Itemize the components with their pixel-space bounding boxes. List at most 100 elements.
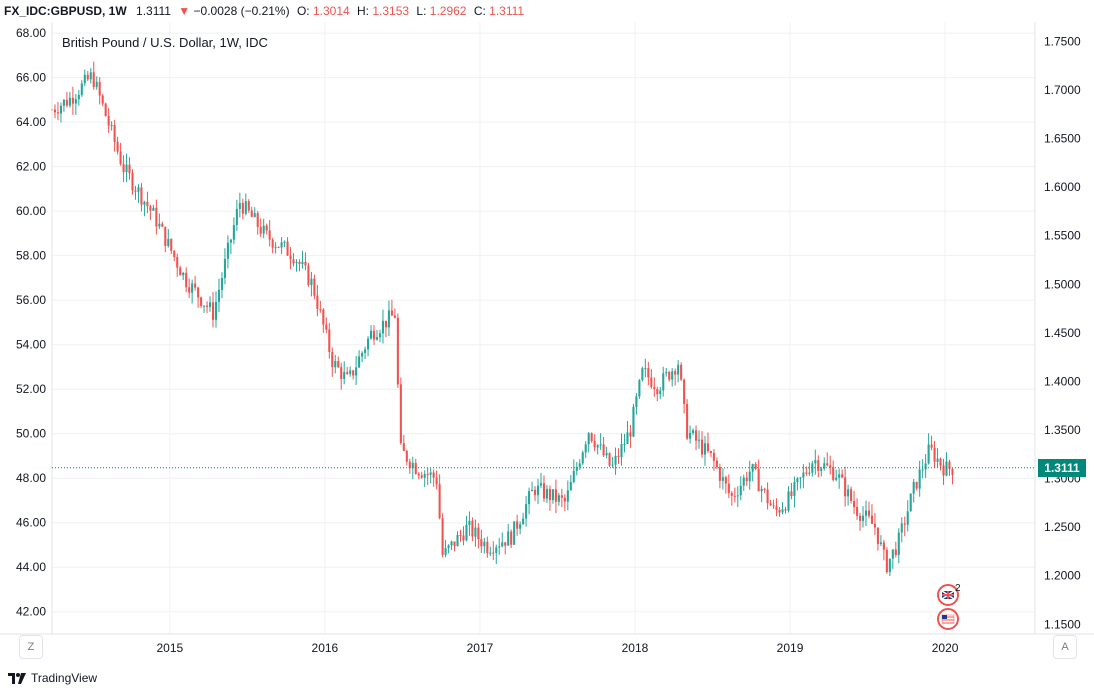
candle <box>408 458 411 474</box>
candle <box>608 452 611 468</box>
uk-flag-event-icon[interactable]: 2 <box>937 583 961 606</box>
candle <box>420 471 423 479</box>
right-tick-label: 1.7500 <box>1044 34 1081 48</box>
candle <box>62 98 65 112</box>
candle <box>71 86 74 115</box>
candle <box>927 433 930 465</box>
right-tick-label: 1.5000 <box>1044 277 1081 291</box>
candle <box>629 424 632 448</box>
symbol-label[interactable]: FX_IDC:GBPUSD, 1W <box>4 4 127 18</box>
candle <box>906 500 909 532</box>
candle <box>584 441 587 459</box>
last-price: 1.3111 <box>136 4 171 18</box>
tradingview-brand[interactable]: TradingView <box>31 671 98 685</box>
high-label: H: <box>357 4 370 18</box>
candle <box>208 296 212 312</box>
candle <box>137 184 140 203</box>
candle <box>918 460 921 497</box>
candle <box>131 169 134 195</box>
candle <box>879 535 882 547</box>
candle <box>280 237 283 254</box>
candle <box>933 440 936 469</box>
last-price-tag: 1.3111 <box>1038 458 1086 477</box>
candle <box>751 463 754 482</box>
right-tick-label: 1.6500 <box>1044 132 1081 146</box>
candle <box>387 300 390 337</box>
candle <box>590 432 593 443</box>
candle <box>86 70 89 82</box>
candle <box>602 437 605 457</box>
candle <box>501 532 504 548</box>
candle <box>563 494 566 512</box>
candle <box>525 495 528 527</box>
candle <box>742 474 745 491</box>
candle <box>325 317 328 334</box>
auto-scale-button[interactable]: A <box>1053 635 1077 659</box>
candle <box>74 94 77 115</box>
candle <box>402 434 405 452</box>
candles <box>50 61 954 577</box>
candle <box>95 76 98 90</box>
candle <box>337 356 340 369</box>
close-label: C: <box>473 4 486 18</box>
left-tick-label: 66.00 <box>16 71 46 85</box>
candle <box>900 517 903 543</box>
candle <box>80 80 83 97</box>
candle <box>307 263 310 287</box>
candle <box>617 448 620 464</box>
candle <box>656 386 659 402</box>
candle <box>447 544 450 554</box>
candle <box>191 279 194 304</box>
candle <box>793 476 796 508</box>
candle <box>486 536 489 558</box>
candle <box>477 523 480 549</box>
candle <box>739 476 742 501</box>
candle <box>572 459 575 484</box>
candle <box>808 462 811 476</box>
candle <box>214 291 218 328</box>
x-tick-label: 2019 <box>777 641 804 655</box>
candle <box>763 487 766 494</box>
candle <box>533 486 537 502</box>
candle <box>885 547 888 574</box>
candle <box>864 500 868 527</box>
right-tick-label: 1.2500 <box>1044 520 1081 534</box>
uk-event-count: 2 <box>955 583 961 594</box>
price-chart[interactable]: 42.00 44.00 46.00 48.00 50.00 52.00 54.00 56.00… <box>0 22 1094 690</box>
us-flag-event-icon[interactable] <box>937 608 959 630</box>
candle <box>170 238 173 255</box>
right-tick-label: 1.4500 <box>1044 326 1081 340</box>
candle <box>835 469 838 482</box>
candle <box>396 313 399 388</box>
candle <box>700 431 704 458</box>
left-tick-label: 58.00 <box>16 249 46 263</box>
candle <box>134 185 137 200</box>
candle <box>197 286 200 308</box>
x-tick-label: 2016 <box>312 641 339 655</box>
axes: 42.00 44.00 46.00 48.00 50.00 52.00 54.00 56.00… <box>0 22 1094 655</box>
candle <box>528 487 531 515</box>
candle <box>542 475 546 503</box>
tradingview-logo-icon[interactable] <box>8 671 26 685</box>
candle <box>909 493 912 512</box>
candle <box>796 477 799 491</box>
candle <box>495 544 498 564</box>
candle <box>596 444 599 455</box>
candle <box>683 378 686 414</box>
candle <box>110 121 113 131</box>
candle <box>522 512 525 525</box>
candle <box>677 360 680 383</box>
candle <box>829 455 832 475</box>
candle <box>146 191 149 214</box>
candle <box>334 354 337 374</box>
candle <box>853 490 856 515</box>
candle <box>519 521 522 535</box>
candle <box>680 362 683 382</box>
candle <box>924 454 927 479</box>
zoom-button[interactable]: Z <box>19 635 43 659</box>
candle <box>459 529 462 542</box>
candle <box>915 481 918 491</box>
left-tick-label: 52.00 <box>16 382 46 396</box>
left-tick-label: 48.00 <box>16 471 46 485</box>
candle <box>757 459 760 492</box>
